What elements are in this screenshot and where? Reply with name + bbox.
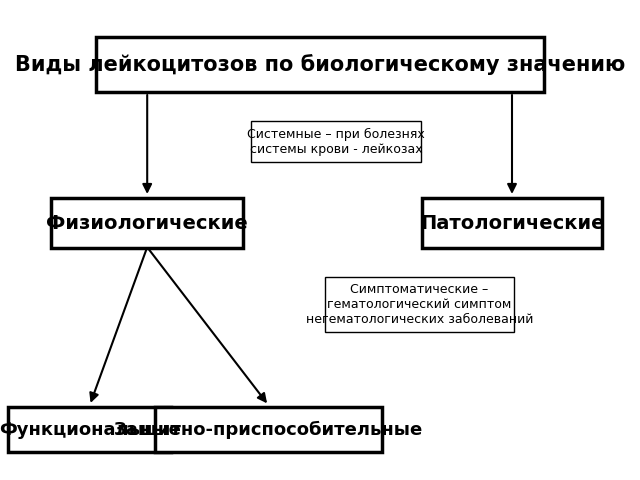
- FancyBboxPatch shape: [325, 277, 514, 332]
- Text: Физиологические: Физиологические: [46, 214, 248, 233]
- Text: Виды лейкоцитозов по биологическому значению: Виды лейкоцитозов по биологическому знач…: [15, 54, 625, 75]
- FancyBboxPatch shape: [422, 198, 602, 249]
- FancyBboxPatch shape: [155, 407, 383, 452]
- FancyBboxPatch shape: [252, 121, 421, 162]
- Text: Защитно-приспособительные: Защитно-приспособительные: [114, 420, 424, 439]
- FancyBboxPatch shape: [8, 407, 172, 452]
- FancyBboxPatch shape: [51, 198, 243, 249]
- Text: Функциональные: Функциональные: [0, 420, 180, 439]
- Text: Патологические: Патологические: [420, 214, 604, 233]
- Text: Симптоматические –
гематологический симптом
негематологических заболеваний: Симптоматические – гематологический симп…: [305, 283, 533, 326]
- Text: Системные – при болезнях
системы крови - лейкозах: Системные – при болезнях системы крови -…: [247, 128, 425, 156]
- FancyBboxPatch shape: [96, 37, 544, 92]
